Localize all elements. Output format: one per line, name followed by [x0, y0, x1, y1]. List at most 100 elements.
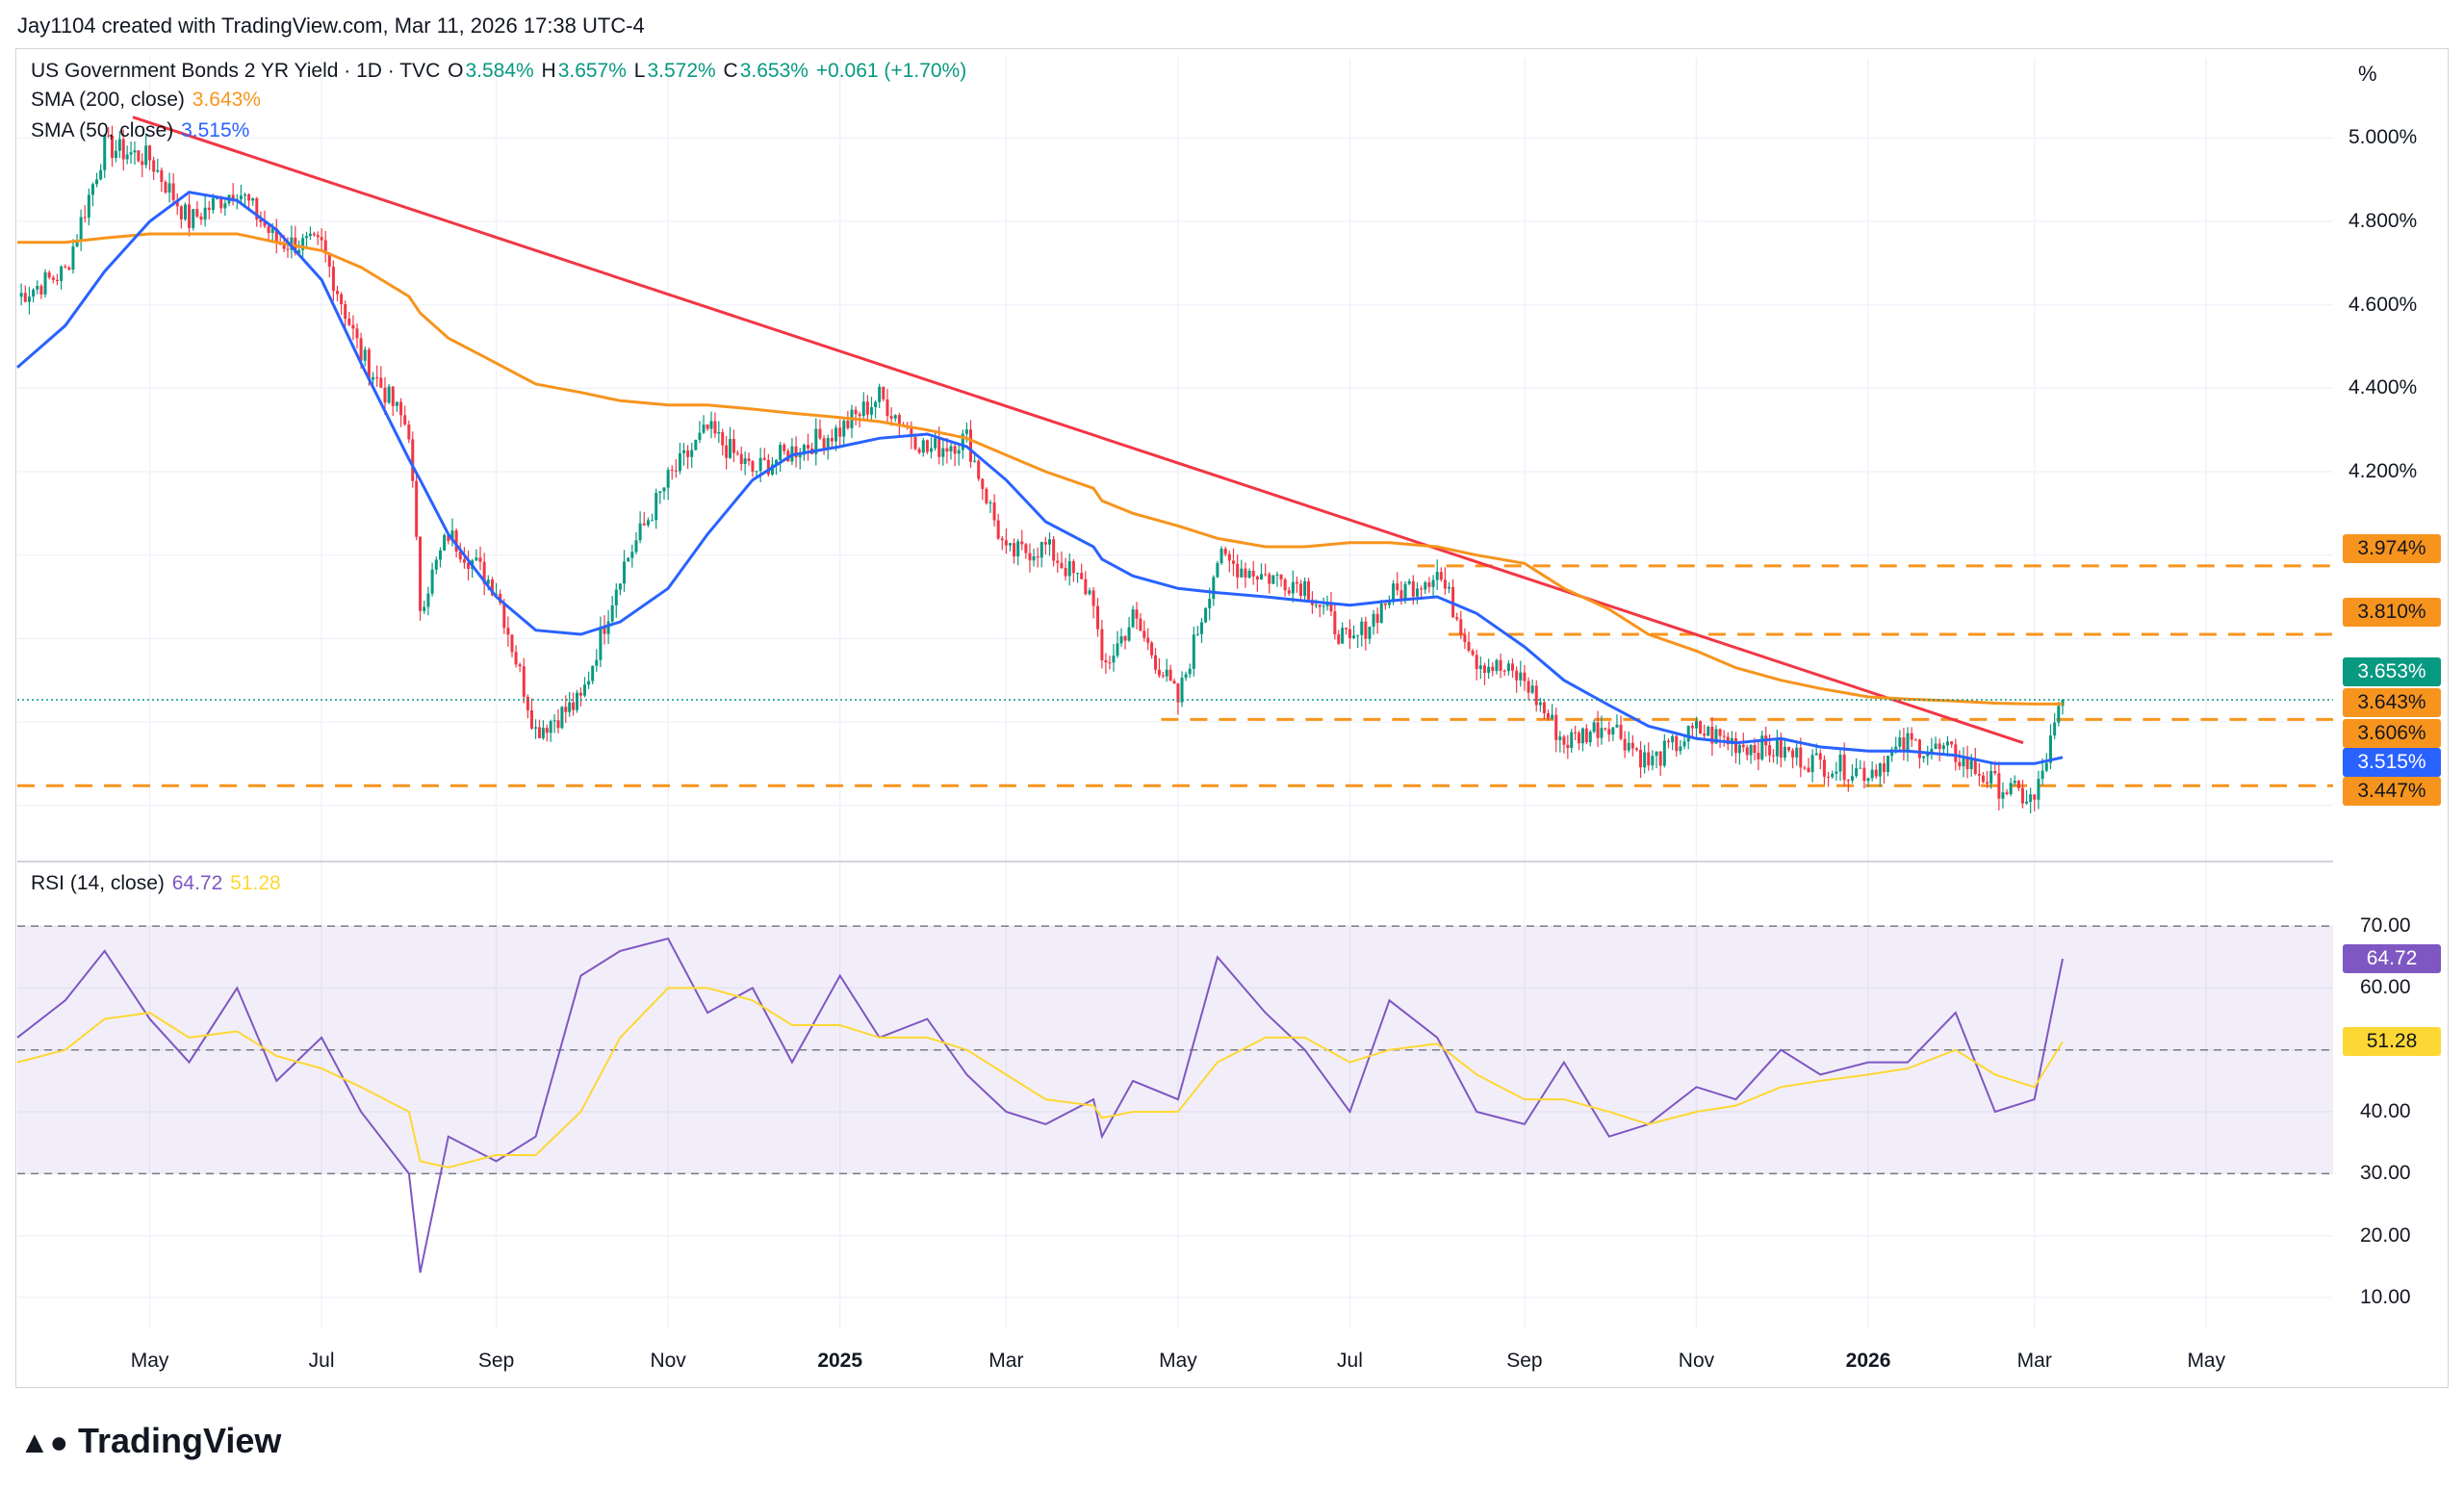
- candle-body: [502, 603, 506, 629]
- candle-body: [623, 561, 627, 584]
- candle-body: [1981, 775, 1985, 783]
- candle-body: [327, 253, 331, 268]
- time-tick: Nov: [650, 1350, 686, 1372]
- candle-body: [1807, 767, 1810, 773]
- price-label[interactable]: 3.974%: [2343, 534, 2441, 563]
- candle-body: [347, 319, 351, 325]
- candle-body: [1506, 663, 1510, 672]
- candle-body: [861, 401, 865, 417]
- candle-body: [934, 438, 937, 449]
- candle-body: [1052, 539, 1056, 561]
- candle-body: [355, 328, 359, 339]
- candle-body: [578, 692, 582, 696]
- candle-body: [188, 204, 192, 228]
- candle-body: [1048, 539, 1052, 545]
- candle-body: [490, 579, 494, 596]
- candle-body: [375, 376, 379, 378]
- candle-body: [2009, 783, 2013, 795]
- price-label[interactable]: 3.643%: [2343, 688, 2441, 717]
- candle-body: [1894, 746, 1898, 750]
- price-tick: 4.200%: [2348, 460, 2418, 482]
- candle-body: [735, 452, 739, 454]
- candle-body: [344, 304, 347, 320]
- price-label[interactable]: 3.447%: [2343, 777, 2441, 806]
- candle-body: [1666, 740, 1670, 743]
- candle-body: [1519, 672, 1523, 681]
- candle-body: [301, 238, 305, 250]
- candle-body: [267, 225, 270, 233]
- price-candles: [19, 125, 2065, 814]
- candle-body: [518, 664, 522, 667]
- candle-body: [144, 145, 148, 166]
- rsi-ma-value-label[interactable]: 51.28: [2343, 1027, 2441, 1057]
- candle-body: [1116, 643, 1119, 656]
- rsi-tick: 30.00: [2360, 1162, 2411, 1185]
- candle-body: [1135, 609, 1139, 619]
- candle-body: [1768, 745, 1772, 756]
- candle-body: [1348, 629, 1351, 638]
- candle-body: [2057, 706, 2061, 723]
- candle-body: [1753, 745, 1757, 754]
- sma200-value: 3.643%: [192, 89, 261, 111]
- time-tick: May: [1159, 1350, 1197, 1372]
- candle-body: [1846, 780, 1850, 782]
- price-label[interactable]: 3.606%: [2343, 719, 2441, 748]
- candle-body: [1123, 636, 1127, 641]
- candle-body: [1973, 759, 1977, 774]
- candle-body: [1360, 621, 1364, 635]
- rsi-legend[interactable]: RSI (14, close) 64.72 51.28: [31, 872, 283, 895]
- price-label[interactable]: 3.515%: [2343, 748, 2441, 777]
- candle-body: [51, 277, 55, 280]
- candle-body: [1862, 767, 1866, 782]
- candle-body: [1675, 735, 1679, 752]
- candle-body: [869, 406, 873, 415]
- candle-body: [1392, 583, 1396, 603]
- price-unit-label[interactable]: %: [2358, 62, 2377, 86]
- candle-body: [1279, 574, 1283, 580]
- time-tick: Mar: [988, 1350, 1024, 1372]
- candle-body: [506, 628, 510, 635]
- candle-body: [1108, 662, 1112, 664]
- candle-body: [646, 520, 650, 526]
- candle-body: [889, 416, 893, 419]
- rsi-tick: 10.00: [2360, 1285, 2411, 1308]
- candle-body: [1523, 672, 1527, 682]
- candle-body: [1818, 753, 1822, 760]
- candle-body: [1783, 746, 1786, 759]
- candle-body: [1407, 580, 1411, 584]
- sma200-legend[interactable]: SMA (200, close) 3.643%: [31, 89, 263, 112]
- candle-body: [1076, 573, 1080, 575]
- candle-body: [359, 338, 363, 361]
- candle-body: [541, 728, 545, 738]
- candle-body: [1424, 582, 1427, 590]
- price-label[interactable]: 3.653%: [2343, 657, 2441, 686]
- candle-body: [1119, 636, 1123, 644]
- candle-body: [367, 349, 371, 380]
- candle-body: [1084, 579, 1088, 595]
- rsi-tick: 60.00: [2360, 976, 2411, 999]
- candle-body: [1986, 782, 1989, 784]
- candle-body: [1655, 751, 1658, 757]
- candle-body: [1741, 744, 1745, 748]
- candle-body: [203, 207, 207, 220]
- candle-body: [1662, 740, 1666, 766]
- tradingview-logo[interactable]: ▲● TradingView: [19, 1421, 281, 1461]
- candle-body: [1945, 741, 1949, 746]
- candle-body: [1303, 580, 1307, 597]
- candle-body: [1592, 722, 1596, 733]
- candle-body: [1008, 543, 1012, 546]
- candle-body: [618, 583, 622, 590]
- price-label[interactable]: 3.810%: [2343, 598, 2441, 627]
- candle-body: [195, 209, 199, 217]
- candle-body: [606, 621, 610, 634]
- candle-body: [858, 414, 861, 417]
- candle-body: [526, 696, 529, 710]
- rsi-value-label[interactable]: 64.72: [2343, 944, 2441, 974]
- open-label: O: [448, 60, 464, 82]
- candle-body: [941, 448, 945, 457]
- candle-body: [1448, 586, 1451, 589]
- candle-body: [1223, 549, 1227, 554]
- sma50-legend[interactable]: SMA (50, close) 3.515%: [31, 119, 251, 142]
- candle-body: [1787, 746, 1791, 751]
